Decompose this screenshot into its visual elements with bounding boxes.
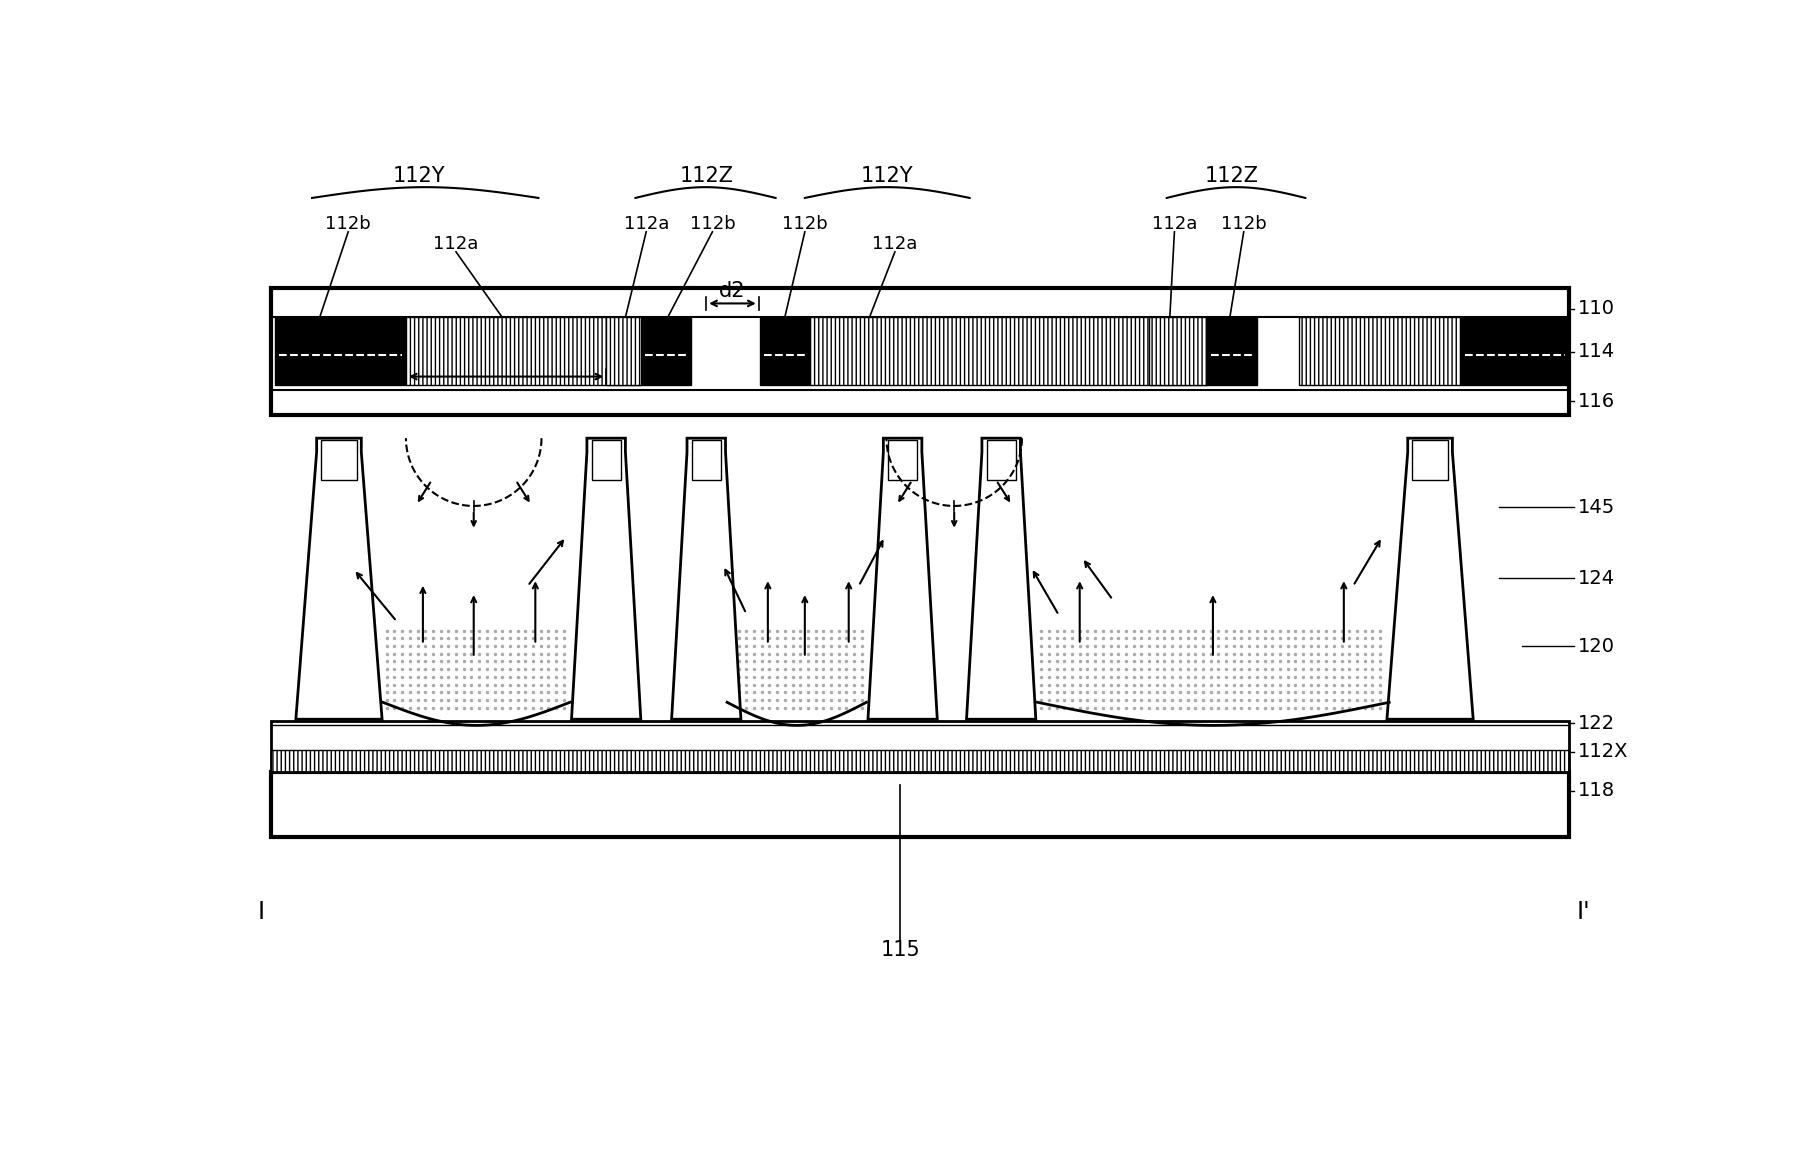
Bar (641, 317, 691, 385)
Text: 112Z: 112Z (679, 167, 734, 186)
Text: 116: 116 (1578, 392, 1616, 410)
Text: 124: 124 (1578, 569, 1616, 588)
Bar (271, 288, 1569, 415)
Text: 112a: 112a (623, 215, 670, 233)
Bar (271, 720, 1569, 771)
Bar (271, 772, 1569, 836)
Text: 112Y: 112Y (862, 167, 914, 186)
Text: I': I' (1576, 900, 1590, 924)
Bar (691, 440, 722, 480)
Bar (759, 317, 810, 385)
Bar (406, 317, 641, 385)
Text: 112Y: 112Y (393, 167, 445, 186)
Bar (1461, 317, 1569, 385)
Text: 115: 115 (880, 940, 921, 961)
Text: 122: 122 (1578, 714, 1616, 733)
Text: 112a: 112a (433, 236, 479, 253)
Bar (1206, 317, 1256, 385)
Bar (1149, 317, 1206, 385)
Polygon shape (296, 438, 382, 719)
Text: 112b: 112b (325, 215, 372, 233)
Text: 112b: 112b (1221, 215, 1267, 233)
Text: d2: d2 (720, 282, 745, 301)
Text: 110: 110 (1578, 300, 1616, 318)
Text: 114: 114 (1578, 342, 1616, 362)
Text: d1: d1 (494, 354, 519, 375)
Polygon shape (571, 438, 641, 719)
Bar (321, 440, 357, 480)
Text: 120: 120 (1578, 637, 1616, 656)
Polygon shape (1388, 438, 1474, 719)
Bar (592, 440, 621, 480)
Polygon shape (869, 438, 937, 719)
Bar (607, 317, 641, 385)
Polygon shape (966, 438, 1036, 719)
Bar (889, 440, 917, 480)
Bar (275, 317, 406, 385)
Bar (810, 317, 1206, 385)
Text: 112b: 112b (783, 215, 827, 233)
Bar (1413, 440, 1449, 480)
Text: 112Z: 112Z (1204, 167, 1258, 186)
Text: 112b: 112b (689, 215, 736, 233)
Text: I: I (258, 900, 266, 924)
Text: 112X: 112X (1578, 742, 1628, 761)
Text: 112a: 112a (1152, 215, 1197, 233)
Bar (271, 750, 1569, 772)
Polygon shape (671, 438, 741, 719)
Text: 112a: 112a (872, 236, 917, 253)
Bar (987, 440, 1016, 480)
Text: 145: 145 (1578, 498, 1616, 517)
Text: 118: 118 (1578, 781, 1616, 801)
Bar (1300, 317, 1461, 385)
